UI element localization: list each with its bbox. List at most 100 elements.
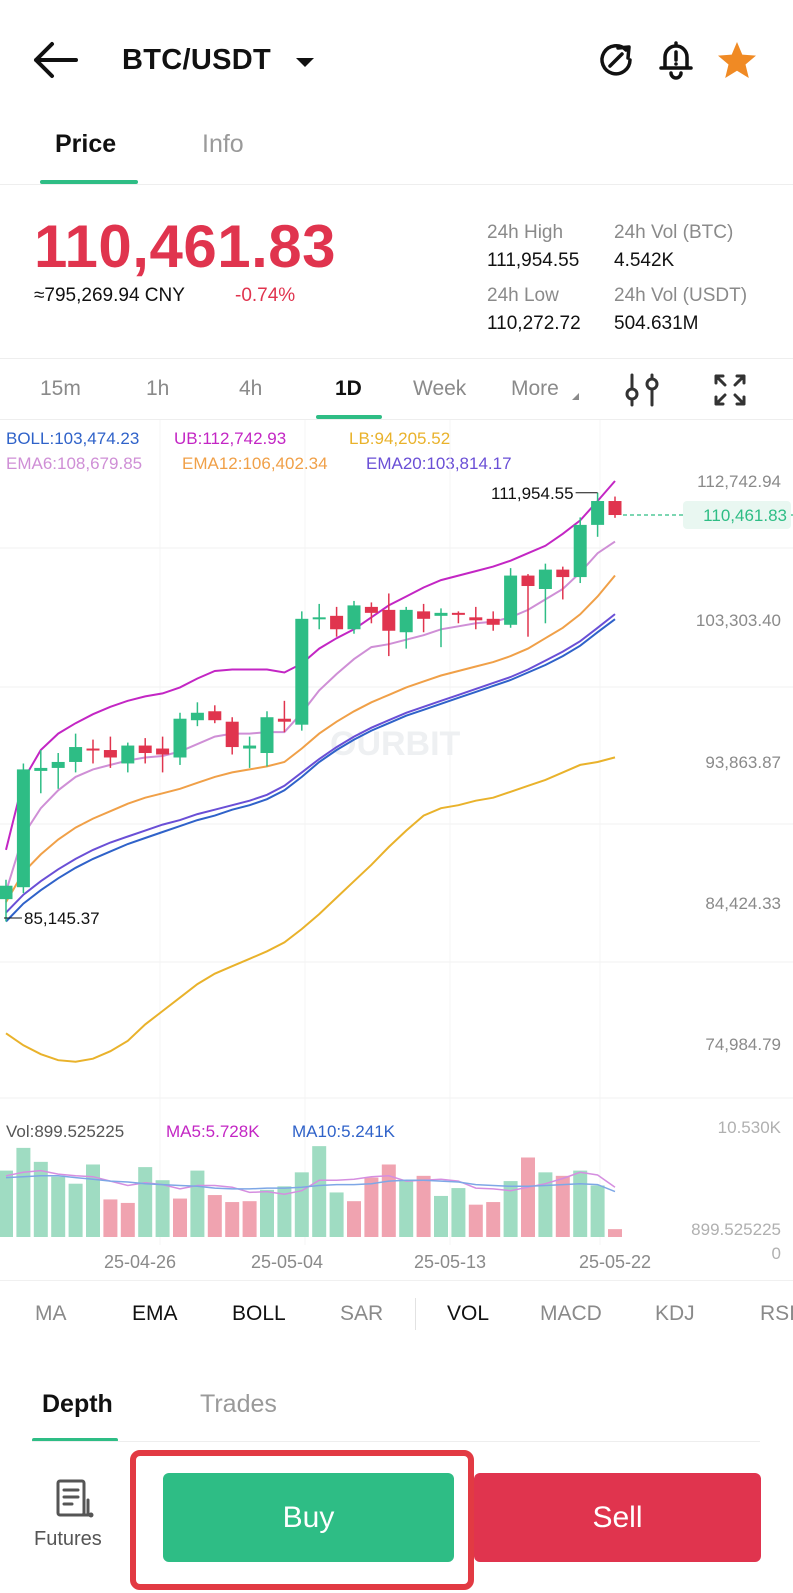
indicator-rsi[interactable]: RSI <box>760 1302 793 1325</box>
volume-bar <box>207 1195 222 1237</box>
legend-ub: UB:112,742.93 <box>174 429 287 448</box>
volume-bar <box>86 1164 100 1237</box>
divider <box>0 1280 793 1281</box>
date-axis-tick: 25-05-13 <box>414 1252 486 1272</box>
candle-body <box>173 718 187 758</box>
vol-btc-value: 4.542K <box>614 250 675 271</box>
high-marker-label: 111,954.55 <box>491 484 574 503</box>
tab-price[interactable]: Price <box>55 130 117 158</box>
candle-body <box>34 767 48 771</box>
legend-boll: BOLL:103,474.23 <box>6 429 140 448</box>
candle-body <box>521 575 535 587</box>
volume-bar <box>155 1180 170 1237</box>
volume-axis-zero: 0 <box>772 1244 781 1263</box>
volume-bar <box>451 1188 466 1237</box>
volume-bar <box>590 1185 605 1237</box>
candle-body <box>451 612 465 615</box>
date-axis-tick: 25-05-22 <box>579 1252 651 1272</box>
candle-body <box>103 750 117 758</box>
interval-more[interactable]: More <box>511 377 559 400</box>
series-line-boll <box>5 618 616 923</box>
indicator-ema[interactable]: EMA <box>132 1302 178 1325</box>
legend-ema20: EMA20:103,814.17 <box>366 454 512 473</box>
tab-info[interactable]: Info <box>202 130 244 158</box>
volume-bar <box>173 1198 187 1237</box>
candle-body <box>538 569 552 589</box>
candle-body <box>504 575 518 625</box>
volume-bar <box>120 1202 135 1237</box>
indicator-vol[interactable]: VOL <box>447 1302 490 1325</box>
series-line-ema20 <box>5 613 616 914</box>
active-tab-indicator <box>40 180 138 184</box>
volume-bar <box>242 1201 257 1237</box>
indicator-ma[interactable]: MA <box>35 1302 67 1325</box>
volume-ma5-legend: MA5:5.728K <box>166 1122 260 1141</box>
indicator-macd[interactable]: MACD <box>540 1302 602 1325</box>
volume-bar <box>538 1172 553 1237</box>
candle-body <box>190 712 204 721</box>
candle-body <box>312 617 326 620</box>
volume-bar <box>260 1189 274 1237</box>
indicator-settings-icon[interactable] <box>622 372 662 408</box>
cny-equivalent: ≈795,269.94 CNY <box>34 285 185 306</box>
candle-body <box>51 761 65 768</box>
series-line-ema6 <box>5 540 616 892</box>
chevron-down-icon[interactable] <box>296 58 314 67</box>
buy-button[interactable]: Buy <box>163 1473 454 1562</box>
futures-icon[interactable] <box>52 1478 98 1520</box>
volume-bar <box>277 1186 292 1237</box>
volume-bar <box>225 1202 240 1237</box>
interval-1h[interactable]: 1h <box>146 377 170 400</box>
series-line-ub <box>5 480 616 851</box>
candle-body <box>399 609 413 633</box>
volume-bar <box>434 1195 448 1237</box>
low-marker-label: 85,145.37 <box>24 909 100 928</box>
volume-bar <box>312 1146 327 1237</box>
volume-bar <box>103 1199 118 1237</box>
tab-trades[interactable]: Trades <box>200 1390 277 1418</box>
volume-axis-current: 899.525225 <box>691 1220 781 1239</box>
share-refresh-icon[interactable] <box>596 40 636 80</box>
volume-legend: Vol:899.525225 <box>6 1122 124 1141</box>
volume-bar <box>16 1147 31 1237</box>
current-price-tag <box>683 501 791 530</box>
last-price: 110,461.83 <box>34 213 336 280</box>
vol-usdt-label: 24h Vol (USDT) <box>614 285 748 306</box>
watermark-text: OURBIT <box>330 725 461 763</box>
volume-bar <box>521 1157 535 1237</box>
volume-bar <box>399 1180 414 1237</box>
sell-button[interactable]: Sell <box>474 1473 761 1562</box>
indicator-sar[interactable]: SAR <box>340 1302 384 1325</box>
indicator-boll[interactable]: BOLL <box>232 1302 286 1325</box>
vol-btc-label: 24h Vol (BTC) <box>614 222 734 243</box>
candle-body <box>260 717 274 754</box>
tab-depth[interactable]: Depth <box>42 1390 113 1418</box>
candle-body <box>382 609 396 631</box>
favorite-star-icon[interactable] <box>716 40 758 80</box>
interval-week[interactable]: Week <box>413 377 467 400</box>
date-axis-tick: 25-04-26 <box>104 1252 176 1272</box>
candle-body <box>330 615 344 630</box>
fullscreen-icon[interactable] <box>712 372 748 408</box>
indicator-kdj[interactable]: KDJ <box>655 1302 695 1325</box>
price-axis-tick: 84,424.33 <box>705 894 781 913</box>
legend-ema12: EMA12:106,402.34 <box>182 454 328 473</box>
volume-bar <box>503 1181 518 1237</box>
interval-4h[interactable]: 4h <box>239 377 263 400</box>
candle-body <box>417 611 431 619</box>
price-change-percent: -0.74% <box>235 285 296 306</box>
candle-body <box>208 711 222 721</box>
candlestick-chart[interactable]: OURBIT 111,954.55 85,145.37 110,461.83 112,7… <box>0 420 793 1280</box>
legend-lb: LB:94,205.52 <box>349 429 451 448</box>
volume-axis-max: 10.530K <box>718 1118 782 1137</box>
interval-15m[interactable]: 15m <box>40 377 81 400</box>
futures-label[interactable]: Futures <box>34 1528 102 1550</box>
trading-pair-selector[interactable]: BTC/USDT <box>122 44 271 76</box>
price-alert-bell-icon[interactable] <box>656 38 696 80</box>
volume-bar <box>468 1204 483 1237</box>
volume-ma10-line <box>5 1175 616 1193</box>
volume-bar <box>138 1167 153 1237</box>
low-24h-label: 24h Low <box>487 285 559 306</box>
interval-1d[interactable]: 1D <box>335 377 362 400</box>
back-arrow-icon[interactable] <box>30 38 82 82</box>
